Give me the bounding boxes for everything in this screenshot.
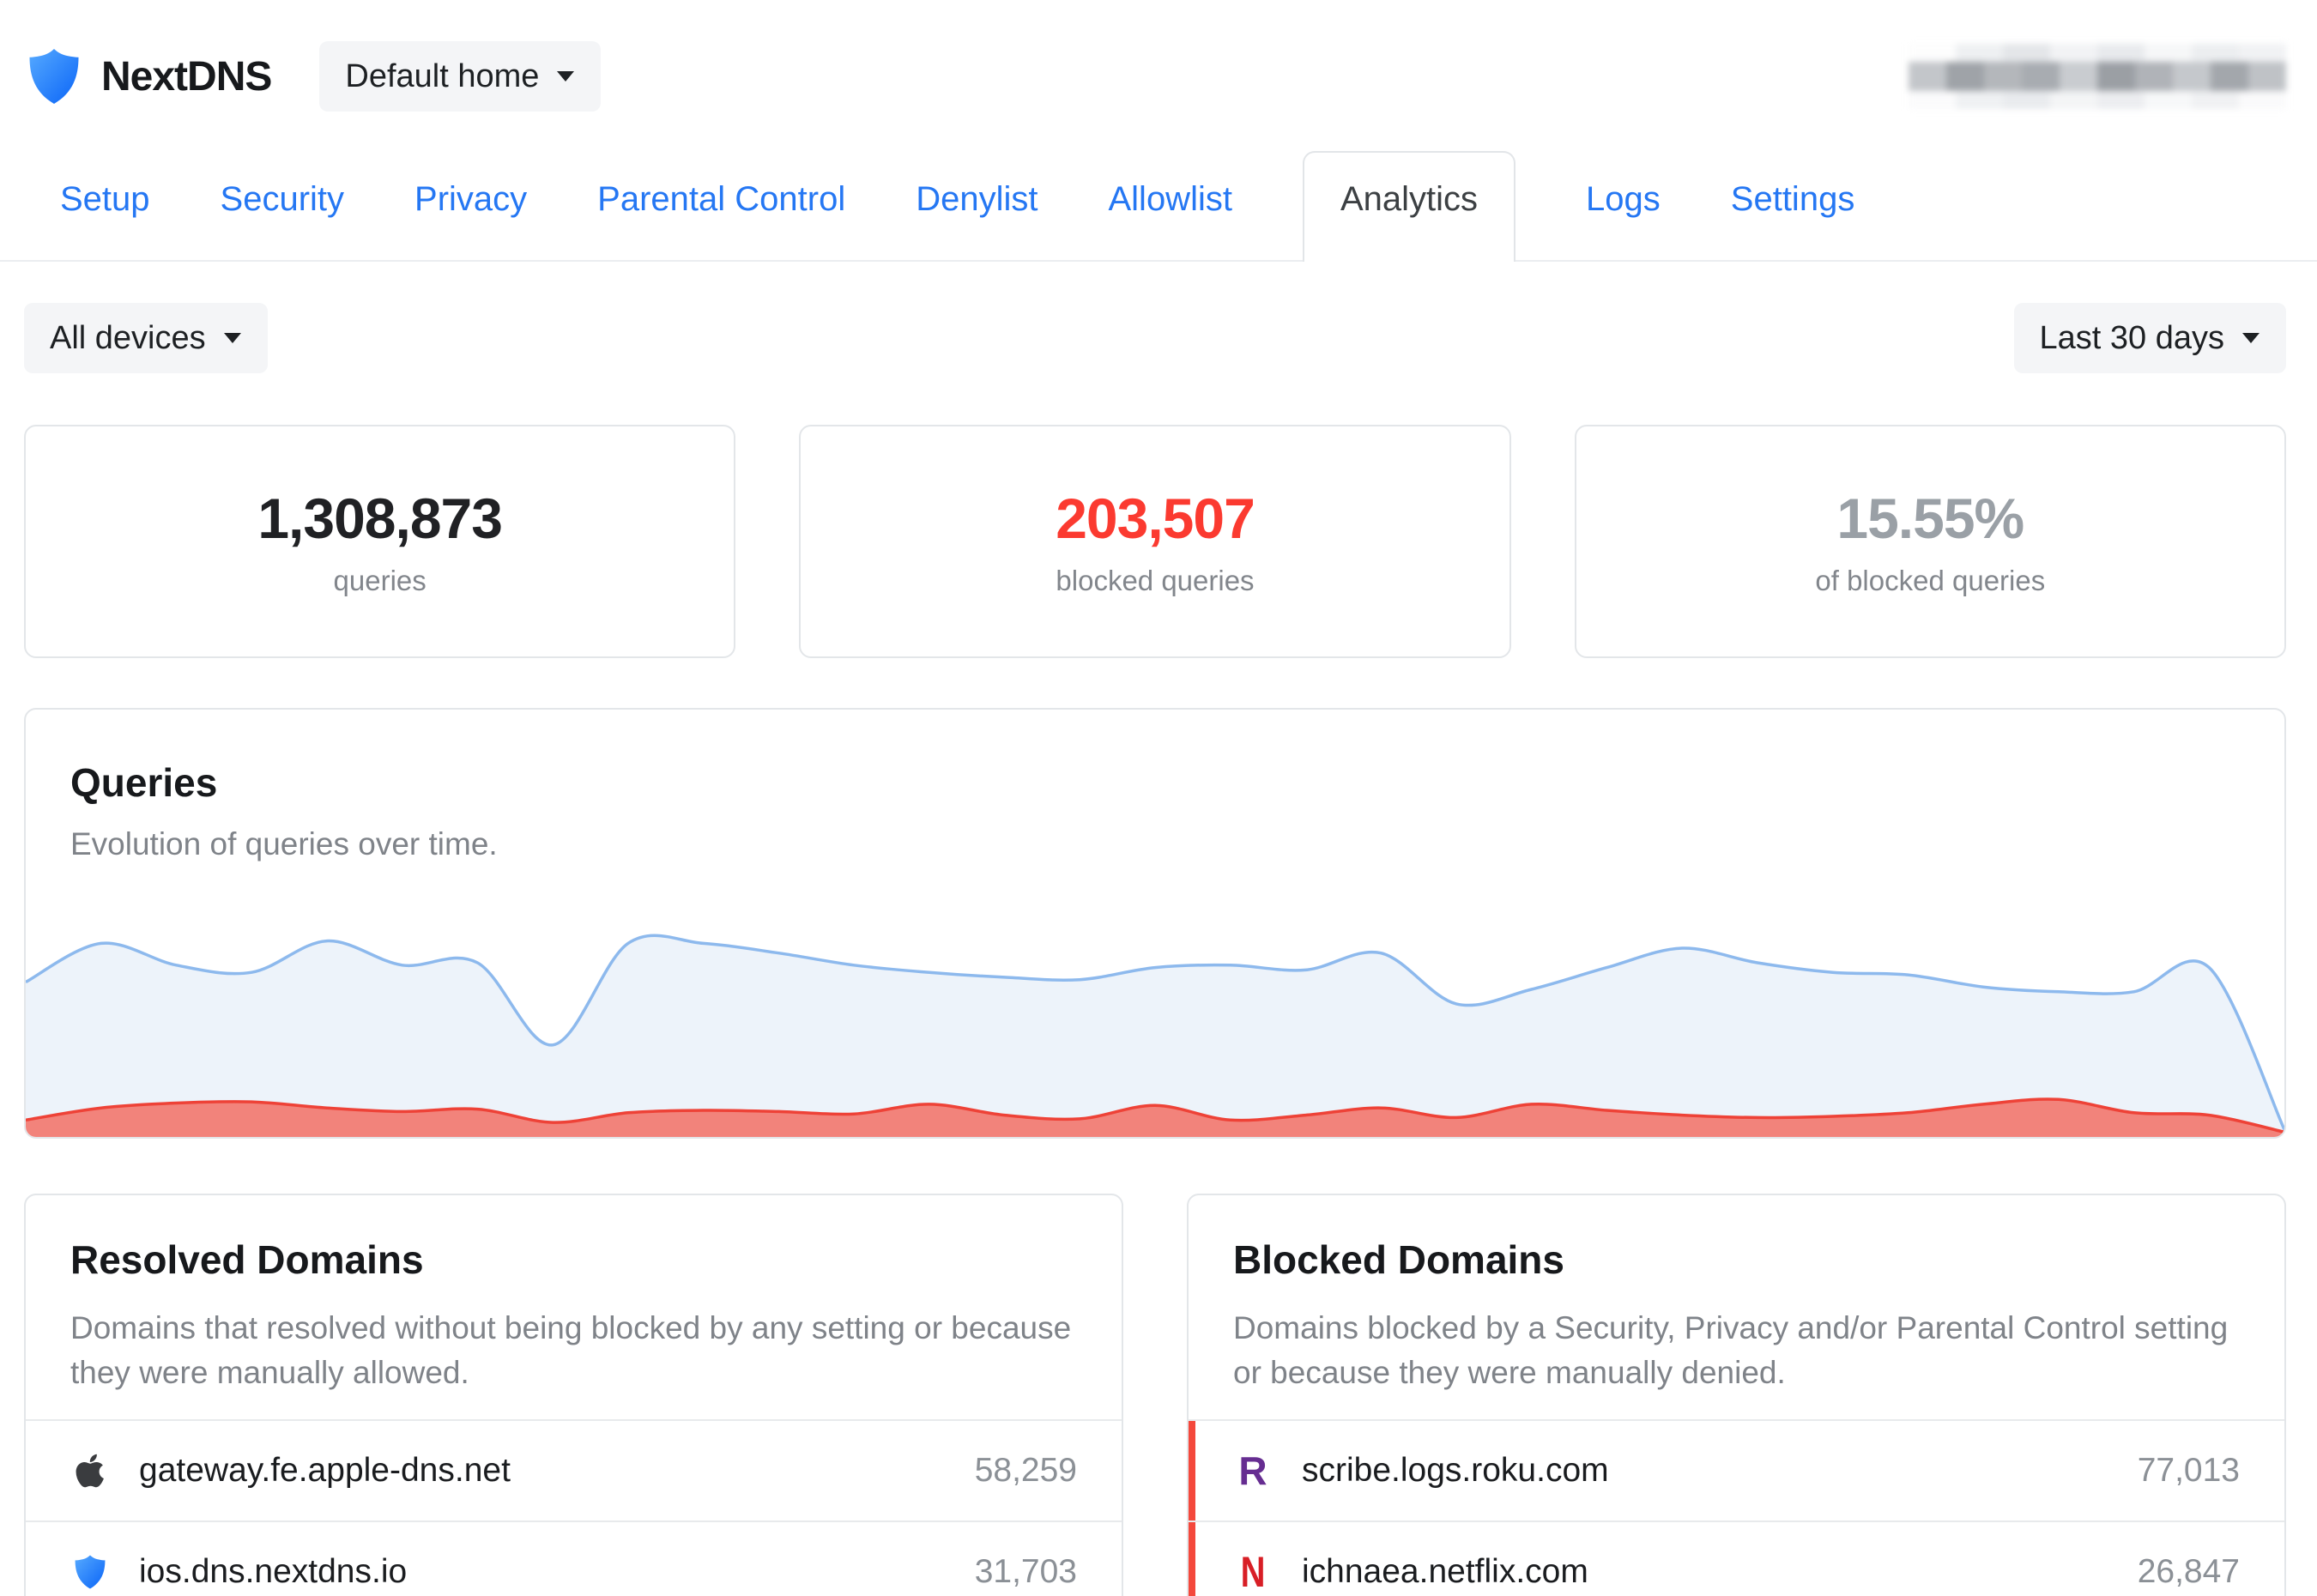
brand-name: NextDNS [101,53,272,100]
domain-count: 26,847 [2137,1552,2240,1590]
domain-panels: Resolved Domains Domains that resolved w… [24,1194,2286,1596]
tab-logs[interactable]: Logs [1586,180,1661,218]
blocked-panel-header: Blocked Domains Domains blocked by a Sec… [1189,1195,2284,1419]
domain-row[interactable]: gateway.fe.apple-dns.net 58,259 [26,1418,1122,1520]
domain-row[interactable]: ios.dns.nextdns.io 31,703 [26,1520,1122,1596]
blocked-panel-description: Domains blocked by a Security, Privacy a… [1233,1310,2229,1391]
chart-line-blocked-queries [26,1097,2284,1134]
resolved-domains-panel: Resolved Domains Domains that resolved w… [24,1194,1123,1596]
devices-filter-label: All devices [50,319,206,356]
domain-count: 31,703 [974,1552,1077,1590]
queries-card-subtitle: Evolution of queries over time. [70,826,498,861]
nextdns-shield-icon [29,49,79,104]
tab-allowlist[interactable]: Allowlist [1108,180,1232,218]
tab-settings[interactable]: Settings [1730,180,1855,218]
tab-privacy[interactable]: Privacy [414,180,528,218]
queries-card-title: Queries [70,760,218,805]
nextdns-shield-icon [75,1554,106,1589]
domain-name: ichnaea.netflix.com [1302,1552,1588,1590]
blocked-rows: R scribe.logs.roku.com 77,013 N ichnaea.… [1189,1418,2284,1596]
netflix-icon: N [1240,1547,1266,1596]
stat-value: 1,308,873 [257,487,503,550]
tab-parental-control[interactable]: Parental Control [597,180,846,218]
blocked-panel-title: Blocked Domains [1233,1237,1564,1282]
date-range-label: Last 30 days [2039,319,2224,356]
roku-icon: R [1238,1448,1267,1493]
date-range-button[interactable]: Last 30 days [2013,303,2286,373]
app-header: NextDNS Default home [0,0,2317,129]
stat-value: 203,507 [1056,487,1255,550]
resolved-rows: gateway.fe.apple-dns.net 58,259 ios.dns.… [26,1418,1122,1596]
blocked-domains-panel: Blocked Domains Domains blocked by a Sec… [1187,1194,2286,1596]
domain-count: 77,013 [2137,1451,2240,1489]
chevron-down-icon [2242,333,2260,343]
main-nav: Setup Security Privacy Parental Control Deny… [0,146,2317,262]
resolved-panel-title: Resolved Domains [70,1237,424,1282]
apple-icon [76,1454,104,1487]
profile-selector-button[interactable]: Default home [319,41,602,112]
stat-label: queries [333,565,426,596]
chart-area-queries [26,935,2284,1137]
stat-value: 15.55% [1836,487,2024,550]
domain-name: ios.dns.nextdns.io [139,1552,408,1590]
tab-analytics[interactable]: Analytics [1302,151,1516,262]
queries-area-chart[interactable] [26,895,2284,1137]
profile-selector-label: Default home [345,57,540,94]
stat-card: 203,507 blocked queries [799,425,1511,658]
domain-row[interactable]: N ichnaea.netflix.com 26,847 [1189,1520,2284,1596]
chevron-down-icon [557,71,575,82]
brand: NextDNS [26,45,272,107]
resolved-panel-description: Domains that resolved without being bloc… [70,1310,1072,1391]
stat-card: 1,308,873 queries [24,425,736,658]
stats-row: 1,308,873 queries 203,507 blocked querie… [24,425,2286,658]
chart-area-blocked-queries [26,1098,2284,1137]
queries-chart-card: Queries Evolution of queries over time. [24,708,2286,1139]
stat-label: of blocked queries [1815,565,2046,596]
devices-filter-button[interactable]: All devices [24,303,268,373]
tab-denylist[interactable]: Denylist [916,180,1038,218]
chevron-down-icon [223,333,241,343]
stat-card: 15.55% of blocked queries [1574,425,2286,658]
tab-setup[interactable]: Setup [60,180,150,218]
domain-name: scribe.logs.roku.com [1302,1451,1609,1489]
domain-count: 58,259 [974,1451,1077,1489]
domain-name: gateway.fe.apple-dns.net [139,1451,511,1489]
account-blurred[interactable] [1909,44,2286,110]
stat-label: blocked queries [1056,565,1255,596]
tab-security[interactable]: Security [220,180,345,218]
chart-line-queries [26,934,2284,1131]
filters-row: All devices Last 30 days [24,303,2286,373]
domain-row[interactable]: R scribe.logs.roku.com 77,013 [1189,1418,2284,1520]
resolved-panel-header: Resolved Domains Domains that resolved w… [26,1195,1122,1419]
